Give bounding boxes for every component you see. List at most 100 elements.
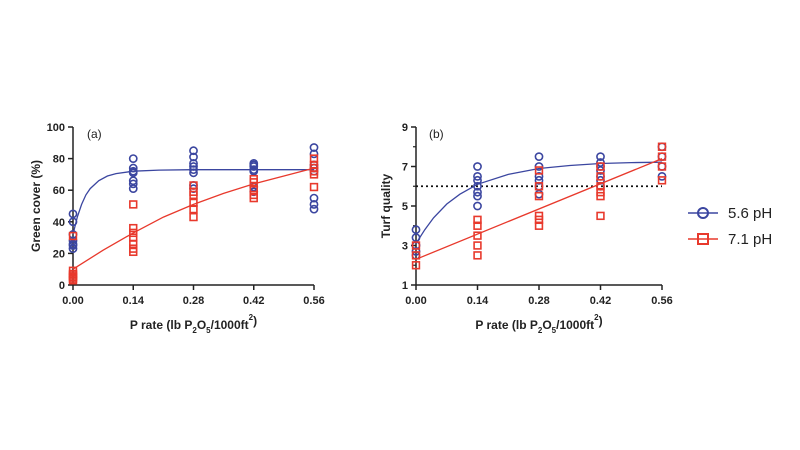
data-point (128, 163, 138, 173)
data-point (189, 190, 198, 200)
x-tick-label: 0.42 (590, 295, 611, 307)
data-point (309, 200, 319, 209)
data-point (534, 171, 544, 181)
x-axis-label-sub2: 5 (552, 326, 557, 335)
data-point (128, 154, 138, 163)
data-point (534, 166, 544, 175)
x-axis-label-suffix: ) (599, 314, 603, 328)
data-point (596, 182, 605, 191)
legend-label-7.1ph: 7.1 pH (728, 231, 772, 248)
y-tick-label: 1 (402, 280, 408, 292)
data-point (128, 179, 138, 189)
data-point (657, 176, 667, 185)
x-axis-label-sub1: 2 (192, 326, 197, 335)
y-tick-label: 20 (53, 248, 65, 260)
data-point (596, 152, 605, 162)
x-tick-label: 0.14 (467, 295, 489, 307)
y-axis-label: Green cover (%) (29, 160, 43, 252)
data-point (473, 251, 482, 260)
data-point (473, 221, 482, 230)
data-point (189, 204, 198, 214)
x-axis-label-sub1: 2 (538, 326, 543, 335)
x-axis-label-suffix: ) (253, 314, 257, 328)
y-tick-label: 80 (53, 154, 65, 166)
x-axis-label-after: /1000ft (556, 318, 594, 332)
data-point (189, 158, 198, 168)
y-tick-label: 40 (53, 217, 65, 229)
y-axis-label: Turf quality (379, 173, 393, 238)
data-point (473, 187, 482, 197)
data-point (309, 170, 319, 179)
data-point (657, 162, 667, 171)
data-point (68, 276, 78, 285)
data-point (411, 261, 421, 270)
y-tick-label: 9 (402, 122, 408, 134)
data-point (534, 175, 544, 185)
data-point (473, 181, 482, 191)
x-axis-label: P rate (lb P2O5/1000ft2) (130, 313, 257, 335)
data-point (534, 215, 544, 225)
data-point (534, 189, 544, 199)
data-point (657, 142, 667, 151)
legend-item-5.6ph: 5.6 pH (688, 205, 772, 222)
x-tick-label: 0.56 (651, 295, 672, 307)
data-point (249, 193, 258, 203)
data-point (473, 201, 482, 211)
data-point (309, 143, 319, 152)
y-tick-label: 5 (402, 201, 408, 213)
x-axis-label: P rate (lb P2O5/1000ft2) (475, 313, 602, 335)
data-point (596, 191, 605, 201)
legend-item-7.1ph: 7.1 pH (688, 231, 772, 248)
x-axis-label-sup: 2 (249, 313, 254, 322)
data-point (411, 251, 421, 260)
data-point (189, 168, 198, 178)
data-point (189, 212, 198, 222)
data-point (189, 152, 198, 162)
series-7.1-ph (411, 142, 667, 270)
data-point (129, 223, 138, 233)
data-point (596, 172, 605, 181)
data-point (129, 239, 138, 249)
x-tick-label: 0.00 (62, 295, 83, 307)
panel-label: (a) (87, 127, 102, 141)
data-point (534, 191, 544, 201)
x-axis-label-sub2: 5 (206, 326, 211, 335)
data-point (657, 152, 667, 161)
data-point (249, 162, 259, 171)
x-axis-label-after: /1000ft (211, 318, 249, 332)
data-point (129, 228, 138, 238)
legend: 5.6 pH 7.1 pH (688, 205, 772, 248)
data-point (309, 182, 319, 192)
data-point (473, 162, 482, 171)
x-axis-label-sup: 2 (594, 313, 599, 322)
y-tick-label: 3 (402, 241, 408, 253)
x-tick-label: 0.56 (303, 295, 324, 307)
y-tick-label: 7 (402, 162, 408, 174)
data-point (309, 204, 319, 214)
data-point (189, 165, 198, 175)
fit-curve (415, 157, 663, 260)
data-point (596, 211, 605, 221)
green-cover-chart: 0 20 40 60 80 100 0.00 0.14 0.28 0.42 0.56 (a) Green… (29, 122, 325, 335)
x-axis-label-mid: O (542, 318, 551, 332)
data-point (473, 191, 482, 201)
y-tick-label: 0 (59, 280, 65, 292)
x-axis-label-prefix: P rate (lb P (475, 318, 537, 332)
data-point (189, 146, 198, 156)
data-point (129, 200, 138, 209)
data-point (189, 162, 198, 171)
data-point (309, 149, 319, 159)
data-point (68, 217, 78, 227)
y-tick-label: 100 (47, 122, 65, 134)
legend-label-5.6ph: 5.6 pH (728, 205, 772, 222)
data-point (473, 215, 482, 225)
x-tick-label: 0.14 (123, 295, 145, 307)
data-point (657, 142, 667, 152)
data-point (596, 162, 605, 171)
data-point (473, 241, 482, 250)
fit-curve (72, 169, 314, 235)
data-point (68, 244, 78, 254)
data-point (534, 221, 544, 230)
x-tick-label: 0.00 (405, 295, 426, 307)
series-5.6-ph (411, 142, 667, 260)
